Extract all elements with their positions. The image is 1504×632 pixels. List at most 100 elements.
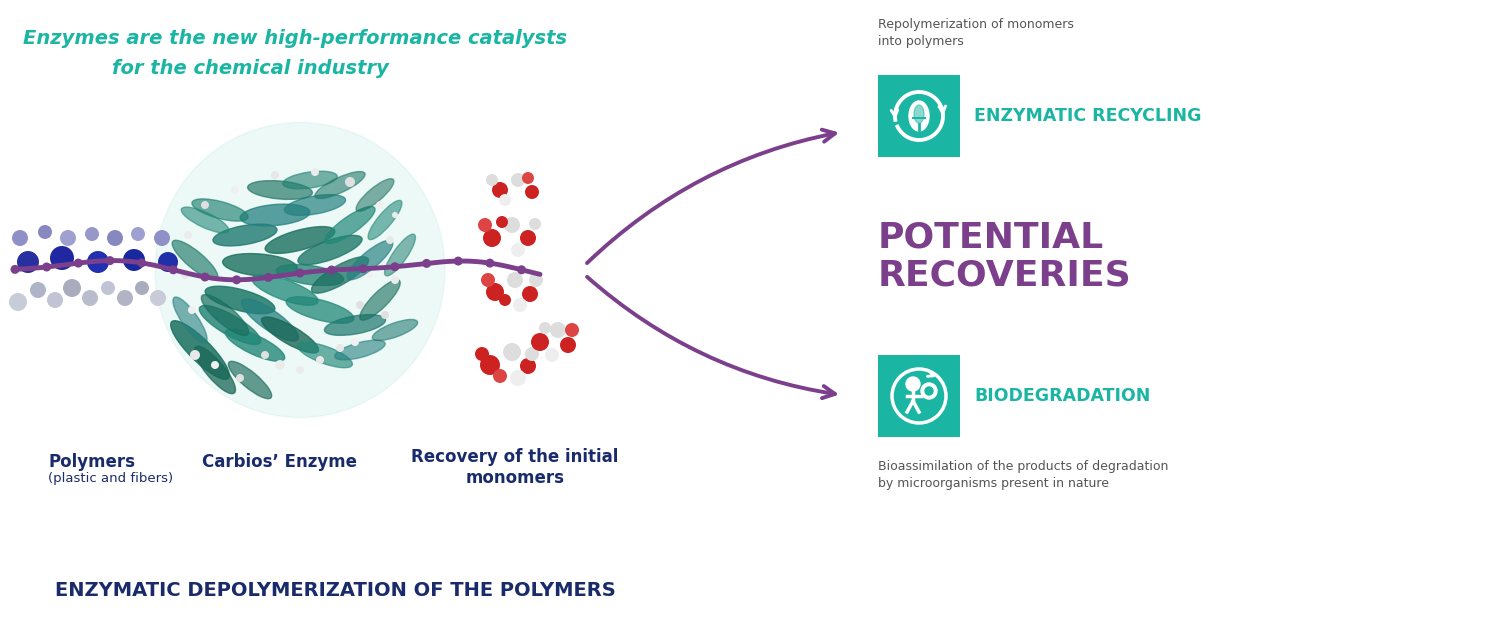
Circle shape [38, 225, 53, 239]
Circle shape [387, 236, 394, 244]
Ellipse shape [241, 204, 310, 226]
Circle shape [335, 344, 344, 352]
Circle shape [202, 201, 209, 209]
Circle shape [350, 338, 359, 346]
Circle shape [316, 356, 323, 364]
Circle shape [492, 182, 508, 198]
Ellipse shape [193, 199, 248, 221]
Circle shape [522, 286, 538, 302]
Circle shape [493, 369, 507, 383]
Circle shape [483, 229, 501, 247]
Circle shape [83, 290, 98, 306]
Circle shape [559, 337, 576, 353]
Circle shape [262, 351, 269, 359]
Circle shape [499, 194, 511, 206]
Ellipse shape [265, 227, 335, 253]
Circle shape [168, 265, 177, 274]
Circle shape [920, 383, 937, 399]
Circle shape [123, 249, 144, 271]
Circle shape [529, 273, 543, 287]
Circle shape [30, 282, 47, 298]
Circle shape [529, 218, 541, 230]
Circle shape [522, 172, 534, 184]
Circle shape [544, 348, 559, 362]
Circle shape [393, 212, 399, 218]
Circle shape [211, 361, 220, 369]
Ellipse shape [298, 343, 352, 368]
Text: Carbios’ Enzyme: Carbios’ Enzyme [203, 453, 358, 471]
Circle shape [131, 227, 144, 241]
Ellipse shape [385, 234, 415, 276]
Circle shape [520, 358, 535, 374]
Circle shape [47, 292, 63, 308]
Text: Recovery of the initial
monomers: Recovery of the initial monomers [411, 448, 618, 487]
Circle shape [50, 246, 74, 270]
Circle shape [158, 252, 177, 272]
Circle shape [550, 322, 566, 338]
Circle shape [359, 264, 368, 273]
Ellipse shape [356, 179, 394, 211]
Circle shape [275, 360, 284, 370]
Text: Bioassimilation of the products of degradation
by microorganisms present in natu: Bioassimilation of the products of degra… [878, 460, 1169, 490]
Text: ENZYMATIC RECYCLING: ENZYMATIC RECYCLING [975, 107, 1202, 125]
Text: (plastic and fibers): (plastic and fibers) [48, 472, 173, 485]
Circle shape [531, 333, 549, 351]
Circle shape [12, 230, 29, 246]
Circle shape [232, 276, 241, 284]
Circle shape [236, 374, 244, 382]
Circle shape [517, 265, 526, 274]
Ellipse shape [286, 297, 353, 323]
Text: POTENTIAL
RECOVERIES: POTENTIAL RECOVERIES [878, 220, 1131, 292]
Text: Repolymerization of monomers
into polymers: Repolymerization of monomers into polyme… [878, 18, 1074, 48]
Ellipse shape [325, 207, 374, 243]
Circle shape [296, 366, 304, 374]
Circle shape [486, 258, 495, 267]
Circle shape [480, 355, 499, 375]
Ellipse shape [155, 123, 445, 418]
Circle shape [525, 185, 538, 199]
Ellipse shape [368, 200, 402, 240]
Ellipse shape [298, 235, 362, 265]
Circle shape [504, 217, 520, 233]
Ellipse shape [311, 257, 368, 293]
Circle shape [538, 322, 550, 334]
Ellipse shape [194, 346, 236, 394]
Circle shape [513, 298, 526, 312]
Circle shape [511, 173, 525, 187]
Circle shape [925, 387, 932, 395]
Circle shape [525, 347, 538, 361]
Ellipse shape [373, 320, 418, 341]
Ellipse shape [277, 264, 344, 286]
Ellipse shape [180, 207, 229, 233]
Ellipse shape [214, 224, 277, 246]
Ellipse shape [199, 305, 260, 344]
Ellipse shape [914, 105, 923, 123]
Ellipse shape [248, 181, 313, 200]
Circle shape [311, 168, 319, 176]
Circle shape [190, 350, 200, 360]
Ellipse shape [170, 320, 229, 379]
Ellipse shape [173, 297, 208, 343]
Circle shape [183, 231, 193, 239]
Circle shape [42, 262, 51, 272]
Circle shape [454, 257, 463, 265]
Circle shape [499, 294, 511, 306]
Ellipse shape [205, 286, 275, 313]
Ellipse shape [335, 340, 385, 360]
Circle shape [17, 251, 39, 273]
Ellipse shape [325, 315, 385, 336]
Circle shape [263, 273, 272, 282]
Circle shape [137, 258, 146, 267]
Ellipse shape [908, 101, 929, 131]
Circle shape [150, 290, 165, 306]
Circle shape [101, 281, 114, 295]
Circle shape [135, 281, 149, 295]
Text: for the chemical industry: for the chemical industry [111, 59, 388, 78]
Circle shape [105, 256, 114, 265]
Circle shape [566, 323, 579, 337]
Ellipse shape [223, 253, 298, 276]
Circle shape [200, 272, 209, 281]
Ellipse shape [314, 171, 365, 198]
Text: Polymers: Polymers [48, 453, 135, 471]
Circle shape [107, 230, 123, 246]
